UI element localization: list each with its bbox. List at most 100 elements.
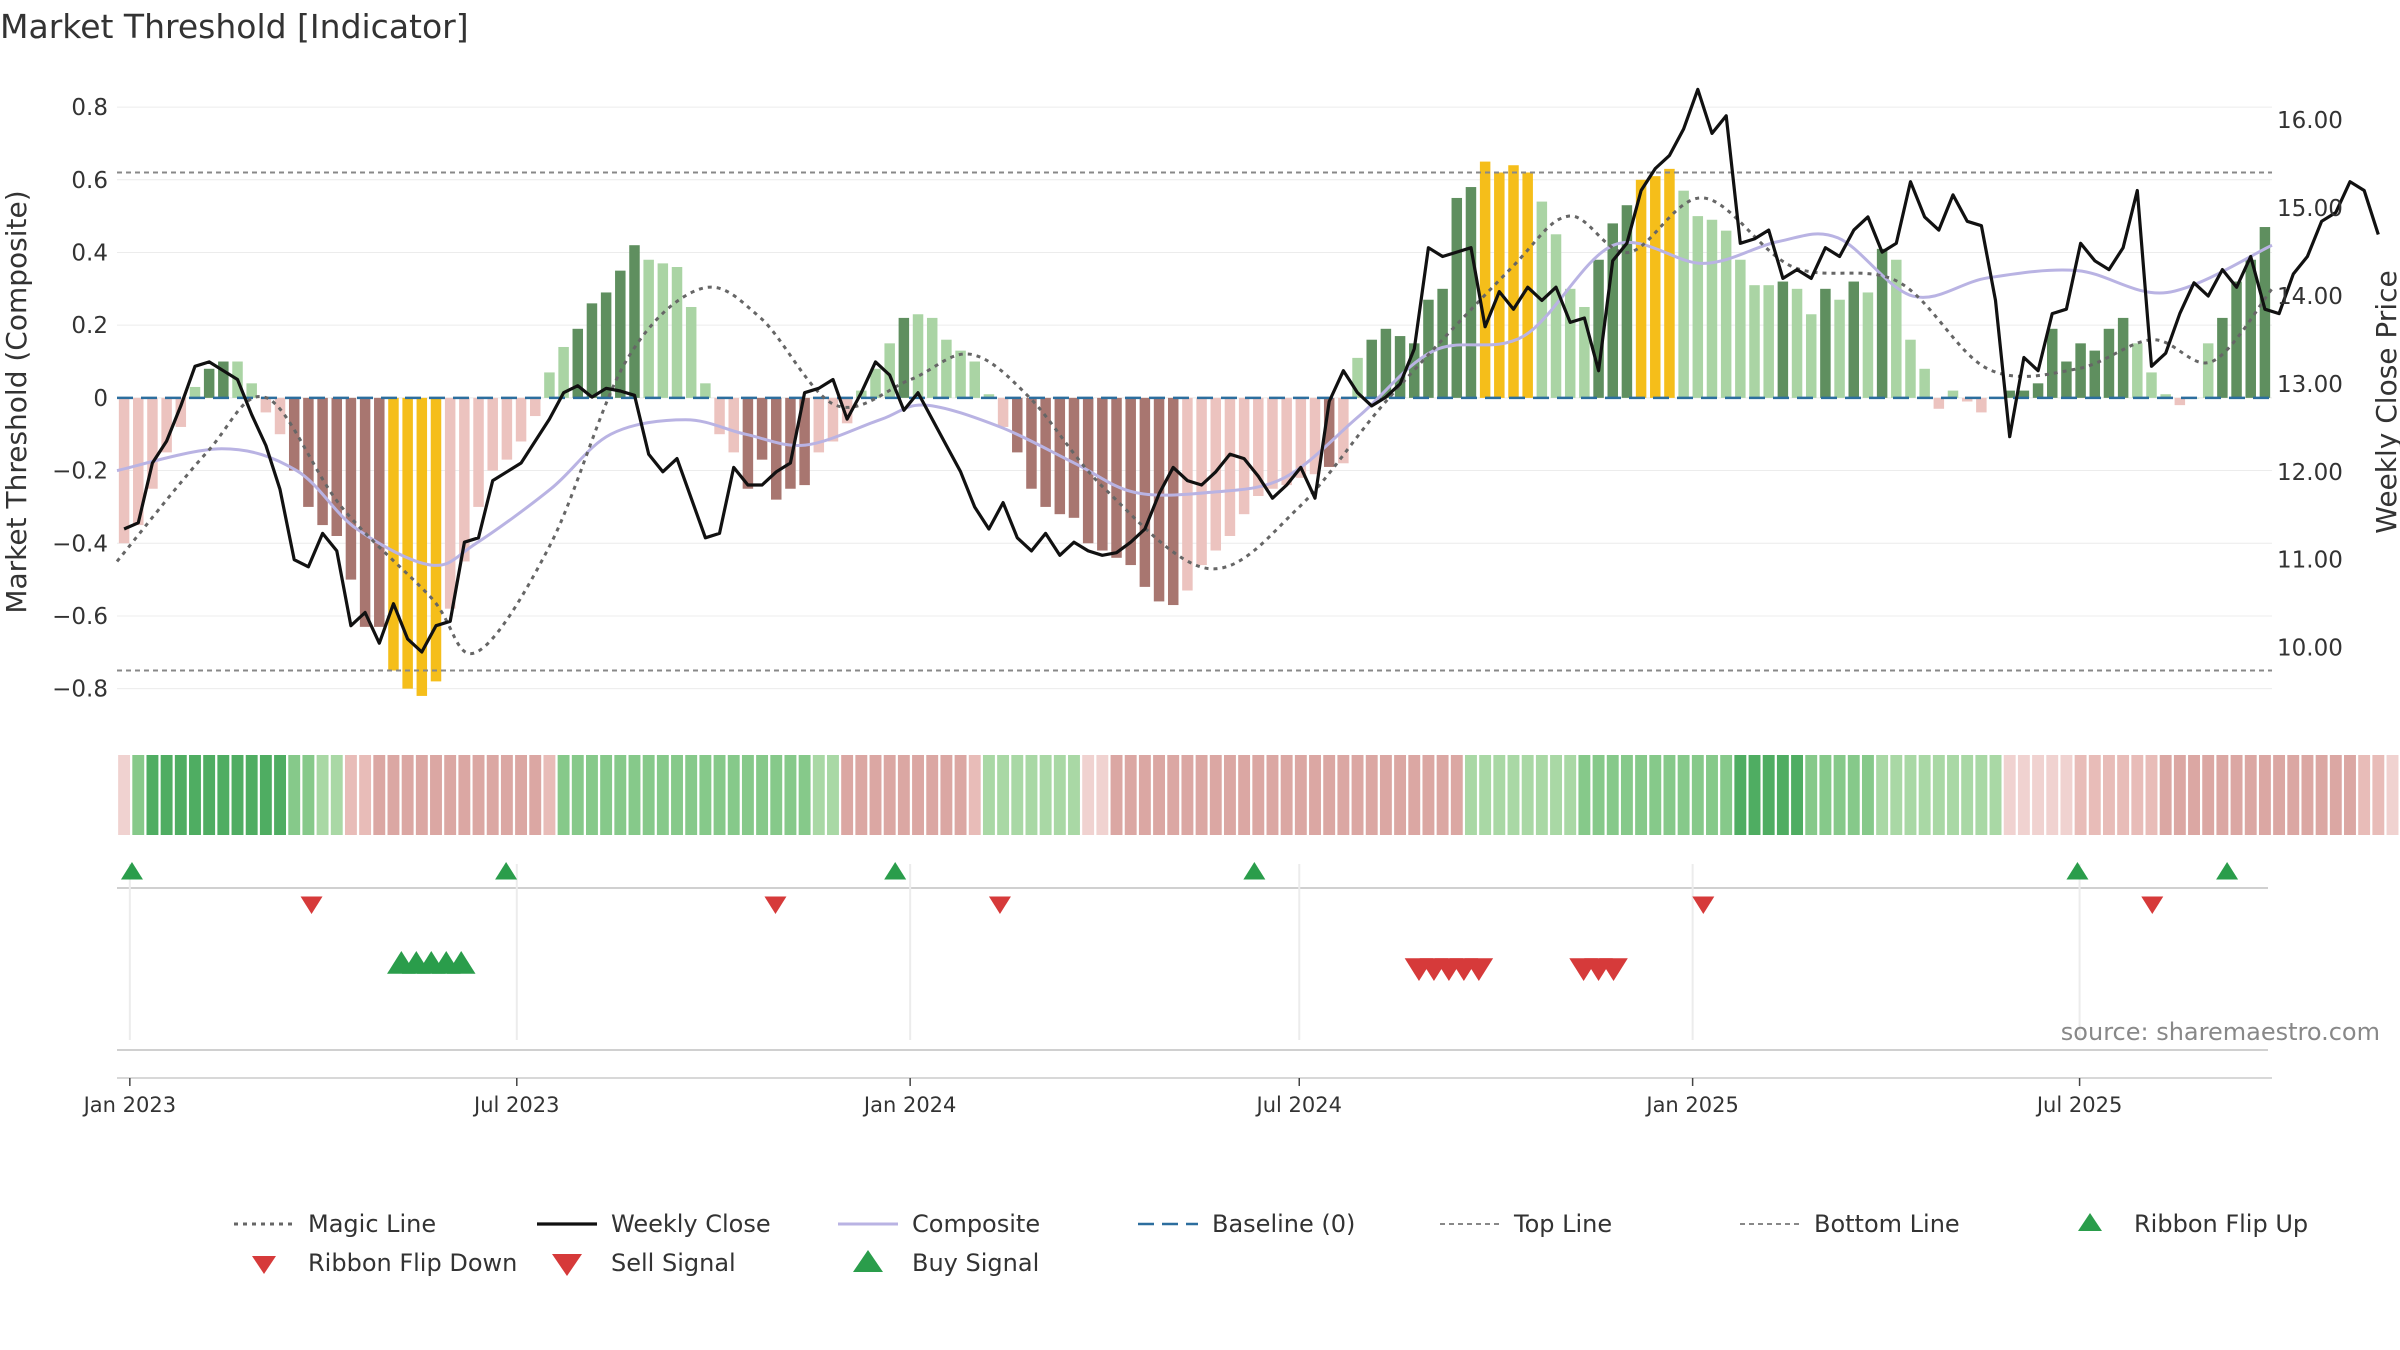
legend-swatch <box>853 1250 883 1272</box>
ribbon-cell <box>2315 755 2328 835</box>
composite-bar <box>2217 317 2228 398</box>
composite-bar <box>572 328 584 398</box>
ribbon-cell <box>1819 755 1832 835</box>
ribbon-cell <box>1677 755 1690 835</box>
composite-bar <box>2202 343 2214 398</box>
ribbon-cell <box>1791 755 1804 835</box>
composite-bar <box>615 270 626 398</box>
ribbon-cell <box>1493 755 1506 835</box>
ribbon-cell <box>671 755 683 835</box>
composite-bar <box>1295 397 1307 478</box>
composite-bar <box>1777 281 1789 398</box>
composite-bar <box>1309 397 1321 475</box>
composite-bar <box>1012 397 1023 453</box>
legend-swatch <box>2078 1213 2102 1231</box>
ribbon-cell <box>1309 755 1321 835</box>
ribbon-cell <box>1096 755 1109 835</box>
legend-item: Sell Signal <box>552 1249 736 1277</box>
legend-label: Composite <box>912 1210 1040 1238</box>
composite-bar <box>1494 172 1505 398</box>
composite-bar <box>1579 306 1590 398</box>
ribbon-cell <box>1521 755 1534 835</box>
composite-bar <box>1749 285 1760 398</box>
composite-bar <box>1678 190 1689 398</box>
y2-tick-label: 11.00 <box>2277 548 2343 574</box>
ribbon-cell <box>1961 755 1974 835</box>
composite-bar <box>2075 343 2086 398</box>
legend-label: Baseline (0) <box>1212 1210 1355 1238</box>
ribbon-cell <box>160 755 173 835</box>
composite-bar <box>416 397 428 696</box>
ribbon-cell <box>2329 755 2342 835</box>
ribbon-cell <box>2230 755 2243 835</box>
y-tick-label: 0.8 <box>71 95 108 121</box>
composite-bar <box>771 397 782 500</box>
ribbon-cell <box>1223 755 1236 835</box>
ribbon-cell <box>1011 755 1024 835</box>
composite-bar <box>1508 165 1519 398</box>
composite-bar <box>1380 328 1392 398</box>
legend-label: Buy Signal <box>912 1249 1039 1277</box>
ribbon-cell <box>1535 755 1548 835</box>
composite-bar <box>133 397 144 526</box>
ribbon-cell <box>486 755 499 835</box>
ribbon-cell <box>656 755 669 835</box>
composite-bar <box>189 386 201 398</box>
ribbon-cell <box>1337 755 1350 835</box>
composite-bar <box>1961 397 1973 402</box>
composite-bar <box>700 383 711 398</box>
composite-bar <box>841 397 853 424</box>
composite-bar <box>1196 397 1207 566</box>
composite-bar <box>1465 187 1477 398</box>
ribbon-cell <box>1890 755 1903 835</box>
composite-bar <box>785 397 796 489</box>
ribbon-cell <box>770 755 783 835</box>
composite-bar <box>714 397 725 435</box>
composite-bar <box>359 397 371 627</box>
composite-bar <box>2004 390 2015 398</box>
ribbon-cell <box>1124 755 1137 835</box>
legend-label: Ribbon Flip Down <box>308 1249 517 1277</box>
composite-bar <box>402 397 413 689</box>
composite-bar <box>374 397 385 627</box>
ribbon-cell <box>685 755 698 835</box>
ribbon-cell <box>2372 755 2385 835</box>
ribbon-cell <box>1805 755 1818 835</box>
ribbon-cell <box>1039 755 1052 835</box>
composite-bar <box>2117 317 2129 398</box>
composite-bar <box>1139 397 1151 587</box>
ribbon-cell <box>231 755 244 835</box>
y-tick-label: 0.4 <box>71 240 108 266</box>
composite-bar <box>2174 397 2186 406</box>
ribbon-flip-up-marker <box>2066 862 2089 880</box>
ribbon-cell <box>2287 755 2300 835</box>
composite-bar <box>2146 372 2157 398</box>
composite-bar <box>912 314 924 398</box>
ribbon-cell <box>571 755 584 835</box>
composite-bar <box>218 361 229 398</box>
ribbon-cell <box>203 755 216 835</box>
composite-bar <box>2018 390 2030 398</box>
composite-bar <box>941 339 952 398</box>
ribbon-flip-up-marker <box>1243 862 1266 880</box>
ribbon-cell <box>415 755 428 835</box>
ribbon-cell <box>2017 755 2030 835</box>
y2-tick-label: 14.00 <box>2277 284 2343 310</box>
composite-bar <box>544 372 555 398</box>
ribbon-cell <box>926 755 939 835</box>
ribbon-cell <box>727 755 740 835</box>
ribbon-cell <box>2088 755 2101 835</box>
ribbon-cell <box>359 755 372 835</box>
ribbon-cell <box>1068 755 1080 835</box>
composite-bar <box>1281 397 1292 486</box>
legend-label: Magic Line <box>308 1210 436 1238</box>
y-tick-label: 0 <box>93 386 108 412</box>
ribbon-cell <box>954 755 967 835</box>
composite-bar <box>1097 397 1108 551</box>
composite-bar <box>2061 361 2072 398</box>
ribbon-flip-down-marker <box>300 896 323 914</box>
composite-bar <box>2132 343 2143 398</box>
ribbon-cell <box>316 755 329 835</box>
composite-bar <box>1564 288 1576 398</box>
ribbon-cell <box>1578 755 1591 835</box>
